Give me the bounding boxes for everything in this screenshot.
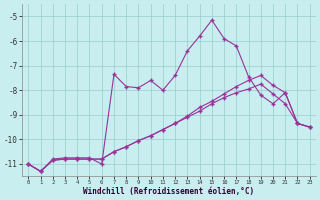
X-axis label: Windchill (Refroidissement éolien,°C): Windchill (Refroidissement éolien,°C) bbox=[84, 187, 255, 196]
